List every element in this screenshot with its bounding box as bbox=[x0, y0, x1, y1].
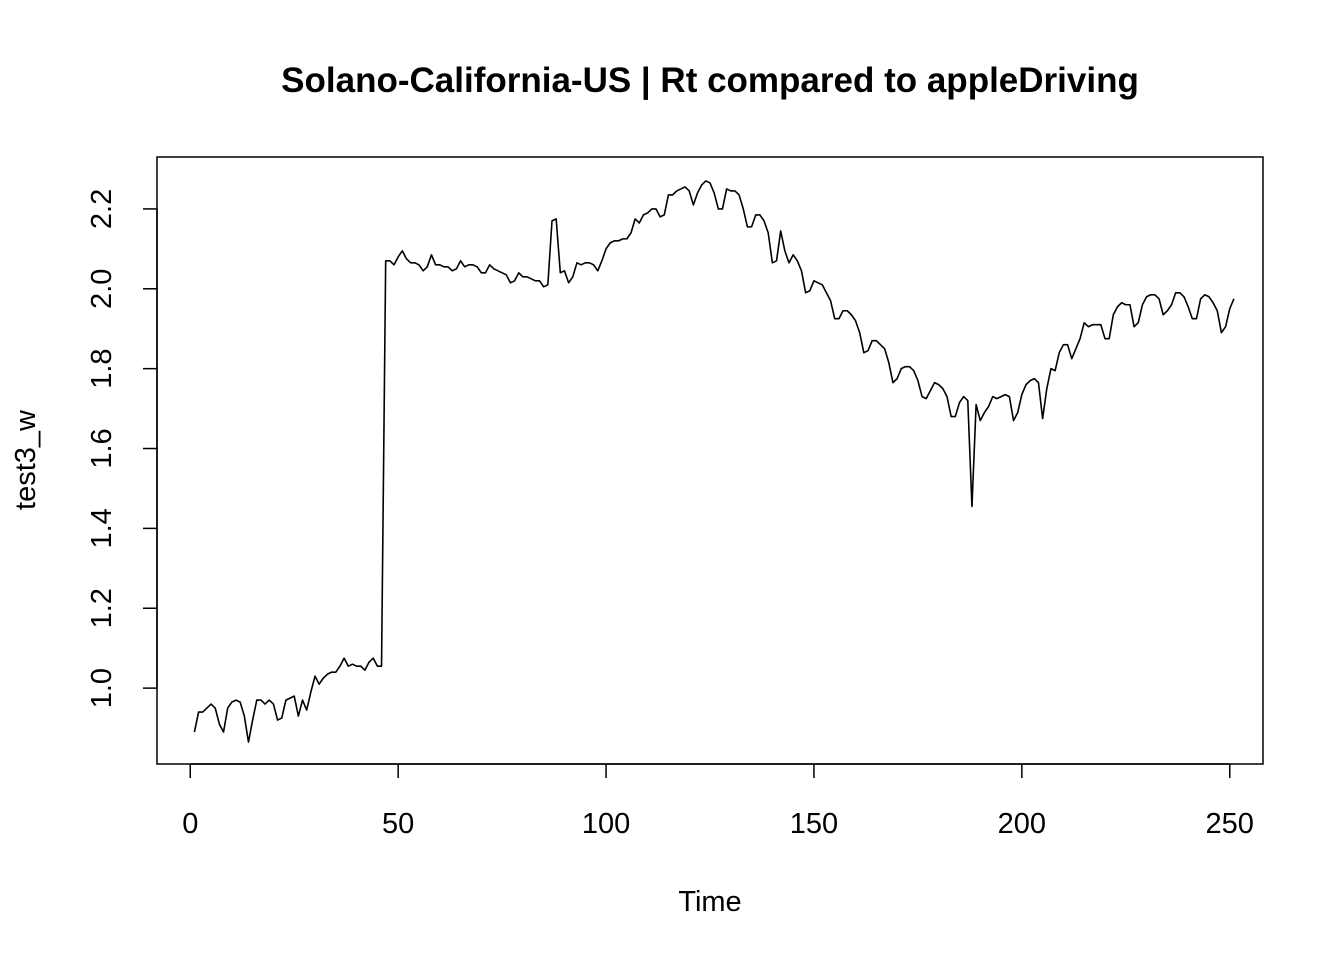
y-tick-label: 1.6 bbox=[86, 428, 118, 468]
y-tick-label: 1.8 bbox=[86, 348, 118, 388]
y-tick-label: 2.2 bbox=[86, 189, 118, 229]
plot-area-border bbox=[156, 156, 1264, 765]
y-tick-label: 2.0 bbox=[86, 269, 118, 309]
x-tick-label: 50 bbox=[382, 808, 414, 840]
x-axis: 0 50 100 150 200 250 bbox=[182, 763, 1254, 840]
x-tick-label: 250 bbox=[1206, 808, 1254, 840]
y-tick-label: 1.0 bbox=[86, 668, 118, 708]
series-line bbox=[193, 180, 1235, 743]
series-layer bbox=[193, 180, 1235, 743]
x-tick-label: 150 bbox=[790, 808, 838, 840]
y-tick-label: 1.4 bbox=[86, 508, 118, 548]
x-axis-label: Time bbox=[678, 886, 741, 918]
chart-title: Solano-California-US | Rt compared to ap… bbox=[281, 61, 1139, 100]
y-axis: 1.0 1.2 1.4 1.6 1.8 2.0 2.2 bbox=[86, 189, 158, 708]
x-tick-label: 0 bbox=[182, 808, 198, 840]
x-tick-label: 200 bbox=[998, 808, 1046, 840]
y-axis-label: test3_w bbox=[10, 409, 42, 510]
x-tick-label: 100 bbox=[582, 808, 630, 840]
y-tick-label: 1.2 bbox=[86, 588, 118, 628]
